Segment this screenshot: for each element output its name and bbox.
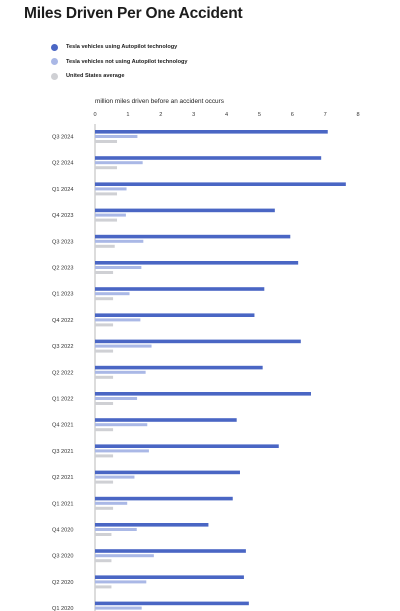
legend-swatch-autopilot — [51, 43, 58, 51]
bar-us-average — [95, 480, 114, 484]
bar-autopilot — [95, 470, 240, 475]
bar-us-average — [95, 559, 112, 563]
legend: Tesla vehicles using Autopilot technolog… — [51, 40, 188, 84]
category-label: Q4 2021 — [52, 423, 73, 429]
legend-swatch-no-autopilot — [51, 58, 58, 65]
bar-us-average — [95, 323, 114, 327]
legend-item-no-autopilot: Tesla vehicles not using Autopilot techn… — [51, 55, 188, 69]
category-label: Q1 2022 — [52, 397, 73, 403]
bar-autopilot — [95, 261, 299, 265]
bar-no-autopilot — [95, 135, 138, 138]
category-label: Q1 2020 — [52, 606, 73, 611]
bar-no-autopilot — [95, 475, 135, 479]
bar-no-autopilot — [95, 370, 146, 374]
bar-autopilot — [95, 496, 233, 501]
bar-autopilot — [95, 444, 279, 448]
bar-autopilot — [95, 549, 246, 553]
bar-no-autopilot — [95, 580, 147, 584]
bar-no-autopilot — [95, 554, 154, 558]
bar-autopilot — [95, 208, 275, 213]
bar-no-autopilot — [95, 318, 141, 322]
bar-autopilot — [95, 182, 346, 186]
bar-us-average — [95, 533, 112, 536]
category-label: Q2 2020 — [52, 580, 73, 586]
bar-autopilot — [95, 313, 255, 317]
category-label: Q3 2024 — [52, 135, 73, 141]
bar-us-average — [95, 506, 114, 510]
bar-autopilot — [95, 392, 311, 396]
bar-us-average — [95, 428, 114, 432]
category-label: Q2 2023 — [52, 266, 73, 272]
bar-us-average — [95, 271, 114, 274]
bar-us-average — [95, 454, 114, 458]
x-tick-label: 7 — [324, 112, 327, 118]
category-label: Q4 2023 — [52, 213, 73, 219]
category-label: Q2 2024 — [52, 161, 73, 167]
bar-us-average — [95, 402, 114, 405]
bar-no-autopilot — [95, 187, 127, 191]
category-label: Q3 2021 — [52, 449, 73, 455]
chart-title: Miles Driven Per One Accident — [24, 5, 243, 22]
legend-swatch-us-average — [51, 72, 58, 80]
legend-item-us-average: United States average — [51, 69, 188, 83]
x-tick-label: 2 — [159, 112, 162, 118]
category-label: Q2 2021 — [52, 475, 73, 481]
legend-label-autopilot: Tesla vehicles using Autopilot technolog… — [66, 44, 178, 50]
category-label: Q3 2020 — [52, 554, 73, 560]
category-label: Q1 2023 — [52, 292, 73, 298]
bar-us-average — [95, 297, 114, 301]
bar-us-average — [95, 585, 112, 589]
x-tick-label: 0 — [93, 112, 96, 118]
bar-us-average — [95, 166, 118, 170]
bar-no-autopilot — [95, 292, 130, 296]
category-label: Q3 2023 — [52, 239, 73, 245]
bar-us-average — [95, 192, 118, 196]
bar-no-autopilot — [95, 449, 149, 453]
category-label: Q1 2021 — [52, 501, 73, 507]
bar-us-average — [95, 349, 114, 353]
bar-autopilot — [95, 130, 328, 134]
bar-autopilot — [95, 601, 249, 606]
bar-us-average — [95, 244, 115, 248]
bar-no-autopilot — [95, 397, 138, 400]
x-tick-label: 6 — [291, 112, 294, 118]
category-label: Q3 2022 — [52, 344, 73, 350]
category-label: Q1 2024 — [52, 187, 73, 193]
x-tick-label: 8 — [356, 112, 359, 118]
x-tick-label: 3 — [192, 112, 195, 118]
category-label: Q4 2020 — [52, 528, 73, 534]
bar-no-autopilot — [95, 213, 126, 217]
legend-item-autopilot: Tesla vehicles using Autopilot technolog… — [51, 40, 188, 54]
bar-no-autopilot — [95, 606, 142, 610]
bar-no-autopilot — [95, 161, 143, 165]
bar-us-average — [95, 140, 118, 143]
bar-us-average — [95, 375, 114, 379]
x-tick-label: 4 — [225, 112, 228, 118]
bar-no-autopilot — [95, 266, 142, 269]
x-axis-label: million miles driven before an accident … — [95, 98, 224, 105]
bar-autopilot — [95, 418, 237, 422]
bar-autopilot — [95, 575, 244, 579]
bar-no-autopilot — [95, 239, 144, 243]
bar-no-autopilot — [95, 501, 128, 505]
legend-label-us-average: United States average — [66, 73, 125, 79]
bar-autopilot — [95, 156, 322, 160]
bar-autopilot — [95, 365, 263, 370]
category-label: Q2 2022 — [52, 370, 73, 376]
bar-autopilot — [95, 287, 265, 291]
x-tick-label: 1 — [126, 112, 129, 118]
bar-us-average — [95, 218, 118, 222]
bar-no-autopilot — [95, 423, 148, 427]
category-label: Q4 2022 — [52, 318, 73, 324]
bar-autopilot — [95, 339, 301, 344]
x-tick-label: 5 — [258, 112, 261, 118]
bar-no-autopilot — [95, 528, 137, 531]
legend-label-no-autopilot: Tesla vehicles not using Autopilot techn… — [66, 58, 188, 65]
bar-no-autopilot — [95, 344, 152, 348]
bar-autopilot — [95, 234, 291, 239]
bar-autopilot — [95, 523, 209, 527]
